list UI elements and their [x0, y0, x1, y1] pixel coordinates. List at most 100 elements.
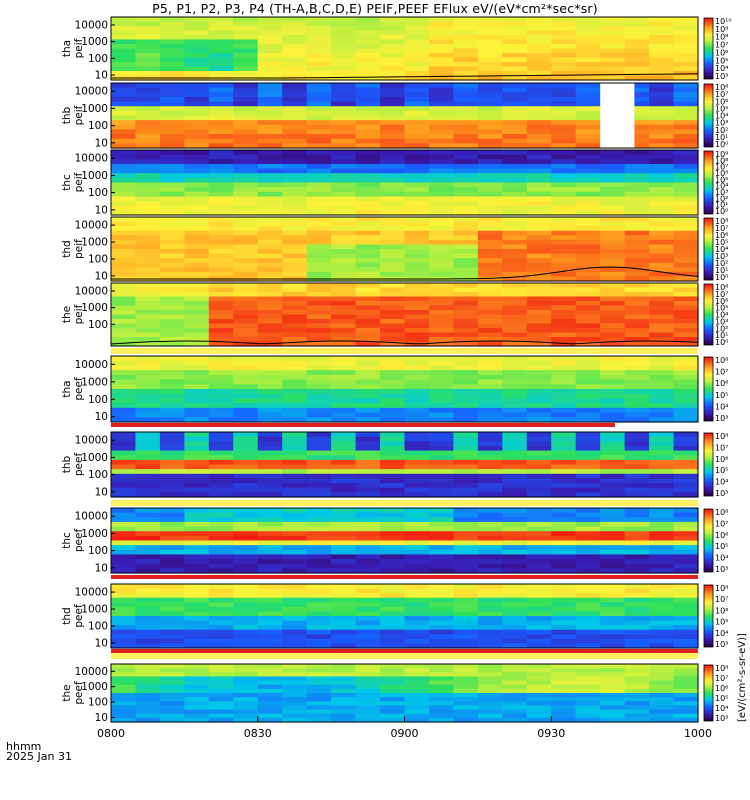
- heatmap-cell: [282, 563, 308, 569]
- y-axis-label: thd: [61, 240, 73, 257]
- colorbar-tick-label: 10⁷: [715, 41, 728, 50]
- heatmap-cell: [624, 262, 650, 268]
- heatmap-cell: [111, 531, 137, 537]
- y-tick-label: 10: [95, 270, 108, 282]
- colorbar-tick-label: 10⁵: [715, 175, 728, 184]
- heatmap-cell: [111, 221, 137, 227]
- heatmap-cell: [551, 267, 577, 273]
- colorbar: [703, 83, 714, 148]
- heatmap-cell: [502, 563, 528, 569]
- heatmap-cell: [380, 487, 406, 493]
- heatmap-cell: [380, 450, 406, 456]
- heatmap-cell: [551, 57, 577, 63]
- heatmap-cell: [526, 305, 552, 311]
- heatmap-cell: [526, 106, 552, 112]
- heatmap-cell: [502, 568, 528, 574]
- heatmap-cell: [306, 464, 332, 470]
- heatmap-cell: [355, 441, 381, 447]
- heatmap-cell: [331, 30, 357, 36]
- heatmap-cell: [526, 517, 552, 523]
- heatmap-cell: [111, 540, 137, 546]
- heatmap-cell: [624, 287, 650, 293]
- heatmap-cell: [526, 634, 552, 640]
- heatmap-cell: [111, 701, 137, 707]
- heatmap-cell: [111, 328, 137, 334]
- heatmap-cell: [331, 310, 357, 316]
- heatmap-cell: [184, 66, 210, 72]
- heatmap-cell: [477, 403, 503, 409]
- heatmap-cell: [306, 341, 332, 347]
- heatmap-cell: [355, 412, 381, 418]
- heatmap-cell: [551, 173, 577, 179]
- heatmap-cell: [306, 71, 332, 77]
- heatmap-cell: [428, 616, 455, 622]
- heatmap-cell: [428, 314, 455, 320]
- heatmap-cell: [159, 196, 185, 202]
- heatmap-cell: [477, 407, 503, 414]
- heatmap-cell: [380, 407, 406, 414]
- panel-frame: [110, 16, 699, 81]
- heatmap-cell: [208, 110, 234, 117]
- heatmap-cell: [624, 71, 650, 77]
- heatmap-cell: [526, 48, 552, 54]
- heatmap-cell: [306, 57, 332, 63]
- heatmap-cell: [135, 154, 161, 160]
- heatmap-cell: [355, 549, 381, 556]
- heatmap-cell: [159, 473, 185, 480]
- heatmap-cell: [184, 196, 210, 202]
- heatmap-cell: [233, 87, 259, 93]
- heatmap-cell: [208, 328, 234, 334]
- heatmap-cell: [380, 549, 406, 556]
- heatmap-cell: [575, 455, 601, 461]
- heatmap-cell: [526, 239, 552, 246]
- heatmap-cell: [477, 217, 503, 223]
- heatmap-cell: [257, 403, 283, 409]
- heatmap-cell: [306, 450, 332, 456]
- heatmap-cell: [404, 559, 430, 565]
- heatmap-cell: [380, 205, 406, 211]
- heatmap-cell: [159, 21, 185, 27]
- heatmap-cell: [502, 389, 528, 395]
- heatmap-cell: [159, 393, 185, 400]
- heatmap-cell: [404, 44, 430, 50]
- heatmap-cell: [428, 106, 455, 112]
- heatmap-cell: [404, 398, 430, 404]
- heatmap-cell: [673, 101, 699, 107]
- heatmap-cell: [453, 249, 479, 255]
- heatmap-cell: [649, 620, 675, 626]
- y-tick-label: 10: [95, 69, 108, 81]
- heatmap-cell: [135, 201, 161, 207]
- heatmap-cell: [257, 138, 283, 144]
- heatmap-cell: [649, 187, 675, 193]
- colorbar-tick-label: 10⁴: [715, 402, 728, 411]
- heatmap-cell: [649, 301, 675, 307]
- heatmap-cell: [600, 21, 626, 27]
- heatmap-cell: [111, 483, 137, 489]
- heatmap-cell: [208, 379, 234, 385]
- heatmap-cell: [575, 554, 601, 560]
- heatmap-cell: [502, 697, 528, 702]
- heatmap-cell: [159, 664, 185, 669]
- heatmap-cell: [355, 588, 381, 594]
- heatmap-cell: [355, 262, 381, 268]
- heatmap-cell: [502, 597, 528, 603]
- heatmap-cell: [184, 554, 210, 560]
- heatmap-cell: [624, 201, 650, 207]
- heatmap-cell: [233, 478, 259, 484]
- heatmap-cell: [159, 701, 185, 707]
- heatmap-cell: [208, 464, 234, 470]
- heatmap-cell: [526, 292, 552, 298]
- heatmap-cell: [184, 30, 210, 36]
- heatmap-cell: [575, 531, 601, 537]
- heatmap-cell: [453, 71, 479, 77]
- heatmap-cell: [282, 625, 308, 631]
- heatmap-cell: [355, 44, 381, 50]
- heatmap-cell: [208, 512, 234, 518]
- heatmap-cell: [551, 258, 577, 264]
- heatmap-cell: [282, 459, 308, 466]
- heatmap-cell: [477, 445, 503, 452]
- heatmap-cell: [551, 283, 577, 289]
- heatmap-cell: [404, 71, 430, 77]
- heatmap-cell: [380, 526, 406, 532]
- heatmap-cell: [159, 588, 185, 594]
